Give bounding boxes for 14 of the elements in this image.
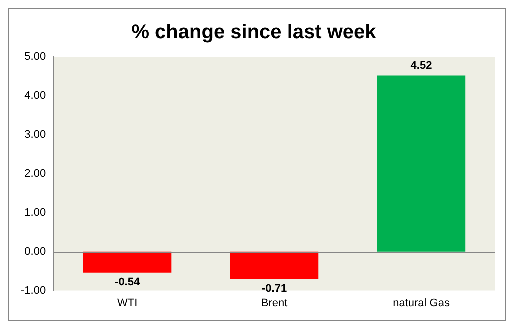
y-tick-label: 5.00 bbox=[24, 51, 46, 64]
data-label: 4.52 bbox=[410, 60, 432, 72]
y-tick-label: -1.00 bbox=[20, 284, 46, 297]
y-tick-label: 4.00 bbox=[24, 90, 46, 102]
y-tick-label: 3.00 bbox=[24, 128, 46, 141]
y-tick-label: 2.00 bbox=[24, 168, 46, 180]
x-tick-label: Brent bbox=[261, 297, 288, 310]
chart-title: % change since last week bbox=[132, 22, 378, 44]
y-tick-label: 1.00 bbox=[24, 206, 46, 219]
data-label: -0.71 bbox=[262, 283, 288, 296]
y-tick-label: 0.00 bbox=[24, 246, 46, 258]
x-tick-label: WTI bbox=[117, 297, 138, 310]
data-label: -0.54 bbox=[115, 276, 141, 288]
x-tick-label: natural Gas bbox=[393, 297, 450, 310]
